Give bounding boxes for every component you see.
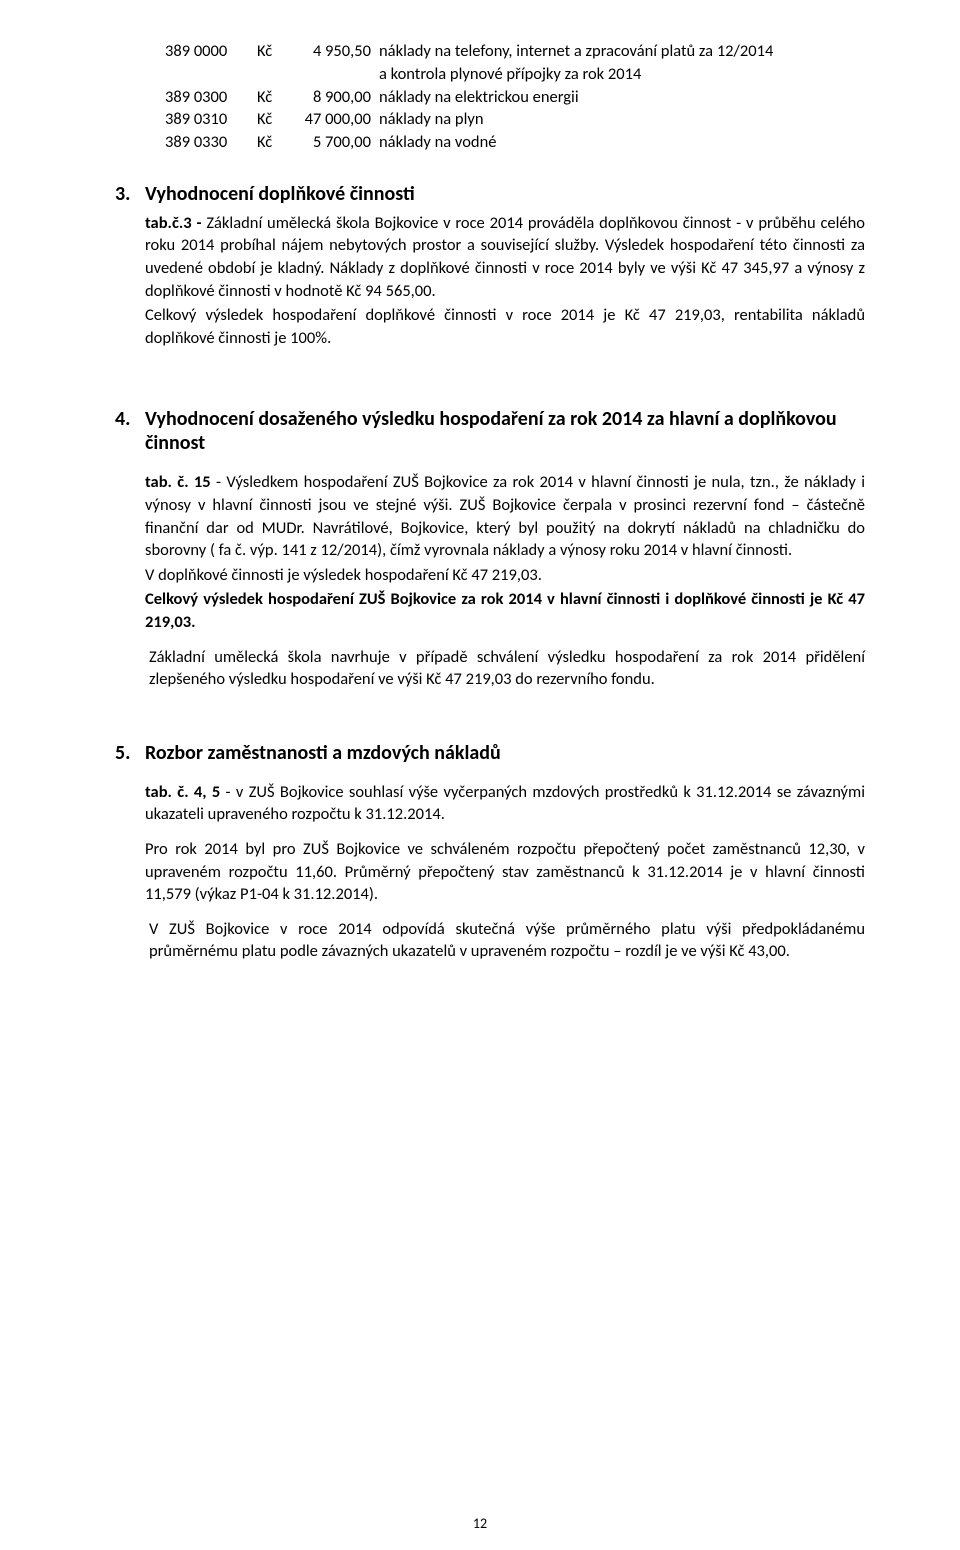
cost-row: 389 0000 Kč 4 950,50 náklady na telefony…: [165, 40, 865, 63]
cost-currency: Kč: [257, 108, 289, 131]
page: 389 0000 Kč 4 950,50 náklady na telefony…: [0, 0, 960, 1550]
cost-currency: Kč: [257, 40, 289, 63]
cost-currency: Kč: [257, 86, 289, 109]
section-number: 5.: [115, 741, 145, 765]
cost-amount: 47 000,00: [289, 108, 379, 131]
section-title: Rozbor zaměstnanosti a mzdových nákladů: [145, 741, 865, 765]
section-3-para-1: tab.č.3 - Základní umělecká škola Bojkov…: [115, 212, 865, 302]
cost-desc-cont: a kontrola plynové přípojky za rok 2014: [379, 63, 865, 86]
section-number: 3.: [115, 182, 145, 206]
cost-desc: náklady na vodné: [379, 131, 865, 154]
section-number: 4.: [115, 407, 145, 455]
section-4-para-3: Celkový výsledek hospodaření ZUŠ Bojkovi…: [115, 588, 865, 633]
cost-code: 389 0300: [165, 86, 257, 109]
section-5-para-1: tab. č. 4, 5 - v ZUŠ Bojkovice souhlasí …: [115, 781, 865, 826]
cost-row: a kontrola plynové přípojky za rok 2014: [165, 63, 865, 86]
section-4-para-1: tab. č. 15 - Výsledkem hospodaření ZUŠ B…: [115, 471, 865, 561]
body-text: - v ZUŠ Bojkovice souhlasí výše vyčerpan…: [145, 782, 865, 825]
section-title: Vyhodnocení doplňkové činnosti: [145, 182, 865, 206]
page-number: 12: [0, 1515, 960, 1532]
cost-desc: náklady na plyn: [379, 108, 865, 131]
cost-row: 389 0300 Kč 8 900,00 náklady na elektric…: [165, 86, 865, 109]
cost-code: 389 0330: [165, 131, 257, 154]
section-3-heading: 3. Vyhodnocení doplňkové činnosti: [115, 182, 865, 206]
section-5-para-3: V ZUŠ Bojkovice v roce 2014 odpovídá sku…: [115, 918, 865, 963]
cost-currency: Kč: [257, 131, 289, 154]
cost-code: 389 0000: [165, 40, 257, 63]
section-5-heading: 5. Rozbor zaměstnanosti a mzdových nákla…: [115, 741, 865, 765]
section-4-para-2: V doplňkové činnosti je výsledek hospoda…: [115, 564, 865, 587]
cost-row: 389 0330 Kč 5 700,00 náklady na vodné: [165, 131, 865, 154]
tab-reference: tab. č. 15: [145, 472, 211, 492]
body-text: - Výsledkem hospodaření ZUŠ Bojkovice za…: [145, 472, 865, 560]
body-text: Základní umělecká škola Bojkovice v roce…: [145, 213, 865, 301]
cost-desc: náklady na elektrickou energii: [379, 86, 865, 109]
section-4-heading: 4. Vyhodnocení dosaženého výsledku hospo…: [115, 407, 865, 455]
cost-amount: 8 900,00: [289, 86, 379, 109]
section-3-para-2: Celkový výsledek hospodaření doplňkové č…: [115, 304, 865, 349]
section-title: Vyhodnocení dosaženého výsledku hospodař…: [145, 407, 865, 455]
cost-desc: náklady na telefony, internet a zpracová…: [379, 40, 865, 63]
cost-lines-block: 389 0000 Kč 4 950,50 náklady na telefony…: [115, 40, 865, 154]
tab-reference: tab. č. 4, 5: [145, 782, 220, 802]
cost-code: 389 0310: [165, 108, 257, 131]
cost-row: 389 0310 Kč 47 000,00 náklady na plyn: [165, 108, 865, 131]
tab-reference: tab.č.3 -: [145, 213, 202, 233]
section-4-para-4: Základní umělecká škola navrhuje v přípa…: [115, 646, 865, 691]
cost-amount: 5 700,00: [289, 131, 379, 154]
cost-amount: 4 950,50: [289, 40, 379, 63]
section-5-para-2: Pro rok 2014 byl pro ZUŠ Bojkovice ve sc…: [115, 838, 865, 906]
